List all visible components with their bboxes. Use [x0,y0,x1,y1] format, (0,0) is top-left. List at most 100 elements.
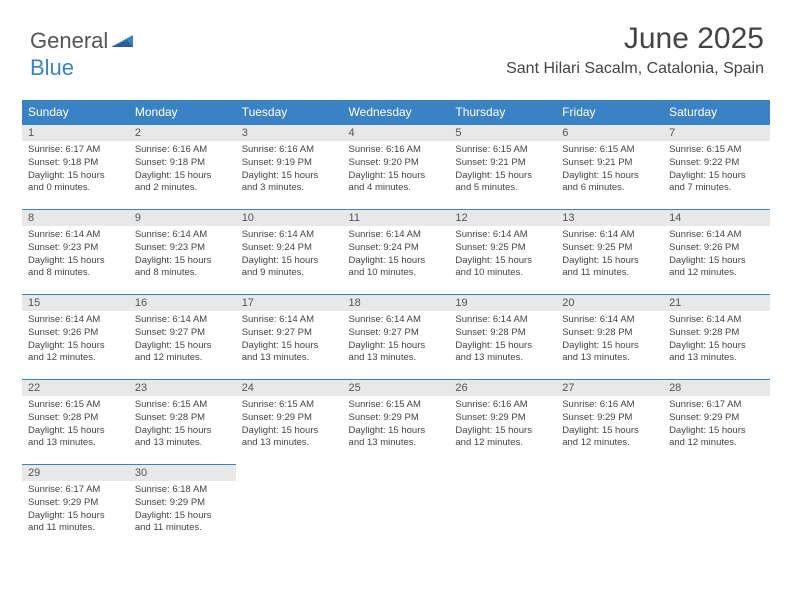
calendar-cell: 17Sunrise: 6:14 AMSunset: 9:27 PMDayligh… [236,294,343,379]
day-number: 29 [22,464,129,481]
day-number: 7 [663,124,770,141]
calendar-cell: 5Sunrise: 6:15 AMSunset: 9:21 PMDaylight… [449,124,556,209]
day-number: 8 [22,209,129,226]
location-text: Sant Hilari Sacalm, Catalonia, Spain [506,60,764,78]
day-number: 18 [343,294,450,311]
day-details: Sunrise: 6:16 AMSunset: 9:29 PMDaylight:… [556,396,663,454]
header: June 2025 Sant Hilari Sacalm, Catalonia,… [506,22,764,78]
calendar-cell: 30Sunrise: 6:18 AMSunset: 9:29 PMDayligh… [129,464,236,549]
calendar-cell [449,464,556,549]
logo-triangle-icon [111,29,137,55]
day-details: Sunrise: 6:16 AMSunset: 9:20 PMDaylight:… [343,141,450,199]
weekday-header: Monday [129,100,236,124]
day-number: 1 [22,124,129,141]
calendar-cell: 8Sunrise: 6:14 AMSunset: 9:23 PMDaylight… [22,209,129,294]
day-number: 25 [343,379,450,396]
day-number: 12 [449,209,556,226]
day-number: 11 [343,209,450,226]
calendar-cell: 25Sunrise: 6:15 AMSunset: 9:29 PMDayligh… [343,379,450,464]
calendar-row: 1Sunrise: 6:17 AMSunset: 9:18 PMDaylight… [22,124,770,209]
day-details: Sunrise: 6:17 AMSunset: 9:29 PMDaylight:… [22,481,129,539]
calendar-cell: 21Sunrise: 6:14 AMSunset: 9:28 PMDayligh… [663,294,770,379]
day-number: 6 [556,124,663,141]
calendar-cell: 11Sunrise: 6:14 AMSunset: 9:24 PMDayligh… [343,209,450,294]
day-details: Sunrise: 6:14 AMSunset: 9:28 PMDaylight:… [449,311,556,369]
day-number: 13 [556,209,663,226]
calendar-cell [663,464,770,549]
day-number: 3 [236,124,343,141]
day-details: Sunrise: 6:14 AMSunset: 9:24 PMDaylight:… [343,226,450,284]
day-details: Sunrise: 6:15 AMSunset: 9:22 PMDaylight:… [663,141,770,199]
weekday-header: Friday [556,100,663,124]
day-details: Sunrise: 6:16 AMSunset: 9:18 PMDaylight:… [129,141,236,199]
calendar-cell: 19Sunrise: 6:14 AMSunset: 9:28 PMDayligh… [449,294,556,379]
calendar-cell: 20Sunrise: 6:14 AMSunset: 9:28 PMDayligh… [556,294,663,379]
calendar-cell: 16Sunrise: 6:14 AMSunset: 9:27 PMDayligh… [129,294,236,379]
calendar-cell: 23Sunrise: 6:15 AMSunset: 9:28 PMDayligh… [129,379,236,464]
day-number: 17 [236,294,343,311]
calendar-row: 15Sunrise: 6:14 AMSunset: 9:26 PMDayligh… [22,294,770,379]
weekday-header: Sunday [22,100,129,124]
day-details: Sunrise: 6:14 AMSunset: 9:27 PMDaylight:… [129,311,236,369]
day-details: Sunrise: 6:14 AMSunset: 9:28 PMDaylight:… [663,311,770,369]
day-number: 2 [129,124,236,141]
calendar-cell [343,464,450,549]
day-details: Sunrise: 6:15 AMSunset: 9:29 PMDaylight:… [236,396,343,454]
weekday-header: Saturday [663,100,770,124]
day-number: 15 [22,294,129,311]
calendar-cell: 4Sunrise: 6:16 AMSunset: 9:20 PMDaylight… [343,124,450,209]
day-number: 22 [22,379,129,396]
day-details: Sunrise: 6:15 AMSunset: 9:21 PMDaylight:… [556,141,663,199]
weekday-header-row: SundayMondayTuesdayWednesdayThursdayFrid… [22,100,770,124]
calendar-cell: 27Sunrise: 6:16 AMSunset: 9:29 PMDayligh… [556,379,663,464]
month-title: June 2025 [506,22,764,56]
logo-text-general: General [30,28,108,53]
calendar-row: 22Sunrise: 6:15 AMSunset: 9:28 PMDayligh… [22,379,770,464]
day-details: Sunrise: 6:17 AMSunset: 9:18 PMDaylight:… [22,141,129,199]
day-details: Sunrise: 6:14 AMSunset: 9:27 PMDaylight:… [343,311,450,369]
calendar-cell [556,464,663,549]
day-details: Sunrise: 6:17 AMSunset: 9:29 PMDaylight:… [663,396,770,454]
calendar-cell: 10Sunrise: 6:14 AMSunset: 9:24 PMDayligh… [236,209,343,294]
calendar-cell: 6Sunrise: 6:15 AMSunset: 9:21 PMDaylight… [556,124,663,209]
calendar-cell: 28Sunrise: 6:17 AMSunset: 9:29 PMDayligh… [663,379,770,464]
calendar-cell: 26Sunrise: 6:16 AMSunset: 9:29 PMDayligh… [449,379,556,464]
day-details: Sunrise: 6:18 AMSunset: 9:29 PMDaylight:… [129,481,236,539]
day-details: Sunrise: 6:14 AMSunset: 9:27 PMDaylight:… [236,311,343,369]
day-details: Sunrise: 6:16 AMSunset: 9:19 PMDaylight:… [236,141,343,199]
day-details: Sunrise: 6:14 AMSunset: 9:28 PMDaylight:… [556,311,663,369]
day-details: Sunrise: 6:14 AMSunset: 9:24 PMDaylight:… [236,226,343,284]
day-details: Sunrise: 6:15 AMSunset: 9:29 PMDaylight:… [343,396,450,454]
calendar-cell: 3Sunrise: 6:16 AMSunset: 9:19 PMDaylight… [236,124,343,209]
calendar-table: SundayMondayTuesdayWednesdayThursdayFrid… [22,100,770,549]
calendar-cell: 7Sunrise: 6:15 AMSunset: 9:22 PMDaylight… [663,124,770,209]
calendar-body: 1Sunrise: 6:17 AMSunset: 9:18 PMDaylight… [22,124,770,549]
day-details: Sunrise: 6:14 AMSunset: 9:23 PMDaylight:… [129,226,236,284]
calendar-cell: 13Sunrise: 6:14 AMSunset: 9:25 PMDayligh… [556,209,663,294]
day-number: 16 [129,294,236,311]
day-number: 10 [236,209,343,226]
weekday-header: Thursday [449,100,556,124]
day-number: 19 [449,294,556,311]
day-number: 24 [236,379,343,396]
calendar-cell: 1Sunrise: 6:17 AMSunset: 9:18 PMDaylight… [22,124,129,209]
calendar: SundayMondayTuesdayWednesdayThursdayFrid… [22,100,770,549]
calendar-cell: 29Sunrise: 6:17 AMSunset: 9:29 PMDayligh… [22,464,129,549]
day-details: Sunrise: 6:16 AMSunset: 9:29 PMDaylight:… [449,396,556,454]
logo-text-blue: Blue [30,55,74,80]
day-number: 27 [556,379,663,396]
calendar-cell: 22Sunrise: 6:15 AMSunset: 9:28 PMDayligh… [22,379,129,464]
day-details: Sunrise: 6:14 AMSunset: 9:23 PMDaylight:… [22,226,129,284]
logo: General Blue [30,28,137,81]
day-details: Sunrise: 6:14 AMSunset: 9:26 PMDaylight:… [22,311,129,369]
calendar-cell: 2Sunrise: 6:16 AMSunset: 9:18 PMDaylight… [129,124,236,209]
calendar-cell: 24Sunrise: 6:15 AMSunset: 9:29 PMDayligh… [236,379,343,464]
calendar-cell: 18Sunrise: 6:14 AMSunset: 9:27 PMDayligh… [343,294,450,379]
day-number: 5 [449,124,556,141]
calendar-cell: 9Sunrise: 6:14 AMSunset: 9:23 PMDaylight… [129,209,236,294]
day-number: 26 [449,379,556,396]
day-number: 9 [129,209,236,226]
weekday-header: Wednesday [343,100,450,124]
day-details: Sunrise: 6:15 AMSunset: 9:28 PMDaylight:… [129,396,236,454]
calendar-cell: 12Sunrise: 6:14 AMSunset: 9:25 PMDayligh… [449,209,556,294]
